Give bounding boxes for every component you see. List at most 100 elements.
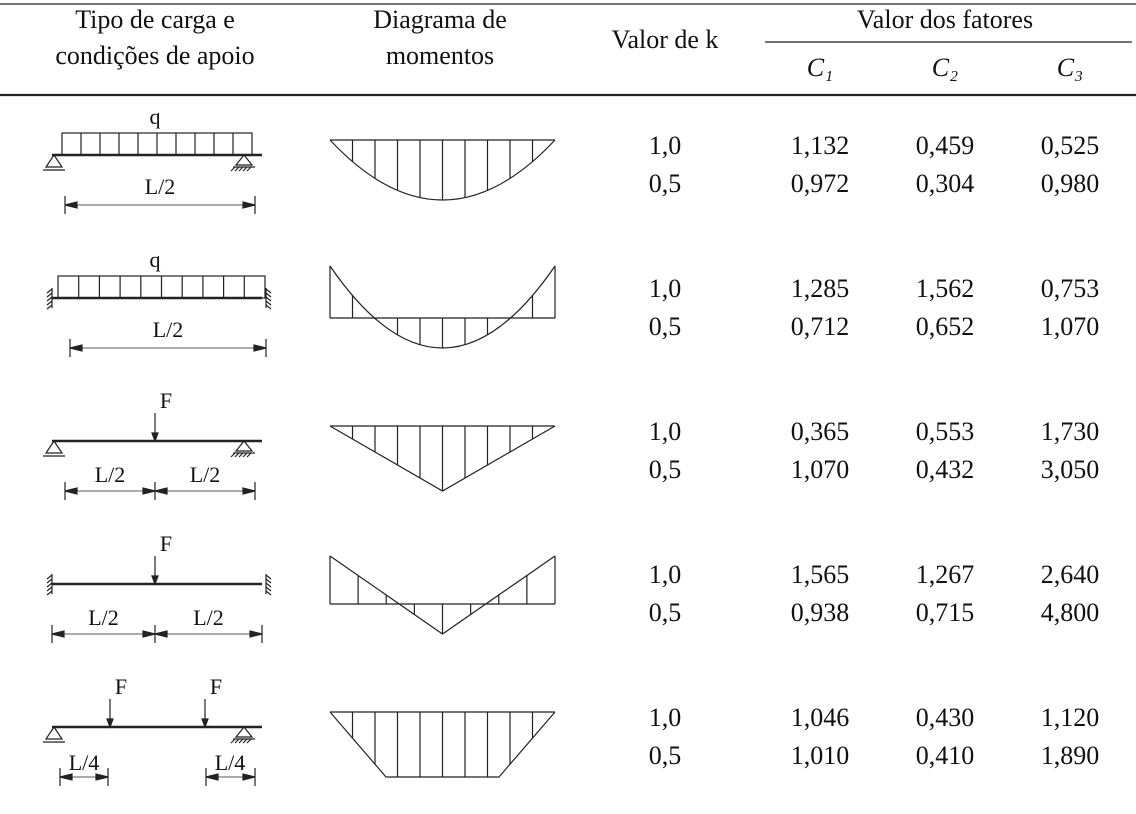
arrow-head [64, 201, 78, 209]
factor-value: 0,712 [791, 312, 850, 341]
dim-label: L/2 [193, 605, 224, 630]
factor-value: 1,070 [1041, 312, 1100, 341]
arrow-head [201, 718, 209, 729]
k-value: 0,5 [649, 312, 682, 341]
roller-support [234, 726, 254, 738]
hatch [234, 166, 240, 172]
load-label: F [210, 674, 222, 699]
header: Valor de k [612, 25, 719, 54]
factor-value: 0,753 [1041, 274, 1100, 303]
load-label: F [115, 674, 127, 699]
pin-support [44, 153, 64, 168]
hatch [230, 738, 236, 744]
hatch [265, 574, 272, 580]
row: F L/2 L/2 1,0 1,565 1,267 2,640 0,5 0,938 0,715 4,… [46, 531, 1099, 643]
k-value: 0,5 [649, 455, 682, 484]
factor-value: 0,432 [916, 455, 975, 484]
header: Valor dos fatores [857, 5, 1033, 34]
k-value: 0,5 [649, 741, 682, 770]
roller-support [234, 154, 254, 166]
hatch [265, 296, 272, 302]
k-value: 1,0 [649, 703, 682, 732]
roller-support [234, 440, 254, 452]
dim-label: L/2 [190, 462, 221, 487]
factor-value: 1,267 [916, 560, 975, 589]
hatch [46, 292, 53, 298]
arrow-head [151, 575, 159, 586]
k-value: 1,0 [649, 131, 682, 160]
factor-value: 0,430 [916, 703, 975, 732]
pin-support [44, 439, 64, 454]
hatch [234, 452, 240, 458]
arrow-head [51, 630, 65, 638]
load-label: q [150, 247, 161, 272]
dim-label: L/2 [88, 605, 119, 630]
factor-header: C₁ [807, 53, 833, 82]
dim-label: L/2 [153, 317, 184, 342]
hatch [265, 288, 272, 294]
arrow-head [154, 487, 168, 495]
k-value: 1,0 [649, 274, 682, 303]
k-value: 0,5 [649, 169, 682, 198]
k-value: 1,0 [649, 417, 682, 446]
factor-value: 1,120 [1041, 703, 1100, 732]
hatch [265, 300, 272, 306]
arrow-head [64, 487, 78, 495]
hatch [46, 574, 53, 580]
header: momentos [386, 41, 494, 70]
factor-value: 1,070 [791, 455, 850, 484]
hatch [265, 304, 272, 310]
factor-value: 0,715 [916, 598, 975, 627]
hatch [234, 738, 240, 744]
arrow-head [69, 344, 83, 352]
hatch [265, 586, 272, 592]
factor-value: 1,285 [791, 274, 850, 303]
hatch [242, 166, 248, 172]
hatch [242, 738, 248, 744]
dim-label: L/2 [95, 462, 126, 487]
factor-value: 1,562 [916, 274, 975, 303]
hatch [265, 578, 272, 584]
hatch [46, 300, 53, 306]
factor-value: 1,730 [1041, 417, 1100, 446]
load-label: F [160, 388, 172, 413]
hatch [46, 578, 53, 584]
arrow-head [142, 630, 156, 638]
factor-value: 1,132 [791, 131, 850, 160]
hatch [246, 166, 252, 172]
hatch [46, 296, 53, 302]
factor-header: C₃ [1057, 53, 1083, 82]
factor-value: 0,972 [791, 169, 850, 198]
k-value: 0,5 [649, 598, 682, 627]
arrow-head [205, 773, 219, 781]
factor-value: 0,652 [916, 312, 975, 341]
hatch [230, 452, 236, 458]
factor-value: 0,553 [916, 417, 975, 446]
arrow-head [242, 487, 256, 495]
hatch [238, 452, 244, 458]
dim-label: L/4 [69, 750, 100, 775]
factor-value: 1,565 [791, 560, 850, 589]
arrow-head [242, 773, 256, 781]
hatch [46, 582, 53, 588]
arrow-head [59, 773, 73, 781]
k-value: 1,0 [649, 560, 682, 589]
arrow-head [242, 201, 256, 209]
hatch [46, 288, 53, 294]
dim-label: L/2 [145, 174, 176, 199]
factor-value: 0,938 [791, 598, 850, 627]
hatch [238, 738, 244, 744]
factor-value: 1,046 [791, 703, 850, 732]
header: Diagrama de [373, 5, 507, 34]
load-label: q [150, 104, 161, 129]
row: q L/2 1,0 1,132 0,459 0,525 0,5 0,972 0,304 0,980 [43, 104, 1099, 214]
hatch [265, 590, 272, 596]
factor-value: 3,050 [1041, 455, 1100, 484]
factor-value: 0,980 [1041, 169, 1100, 198]
factor-value: 0,304 [916, 169, 975, 198]
hatch [46, 304, 53, 310]
hatch [238, 166, 244, 172]
arrow-head [151, 432, 159, 443]
hatch [246, 452, 252, 458]
